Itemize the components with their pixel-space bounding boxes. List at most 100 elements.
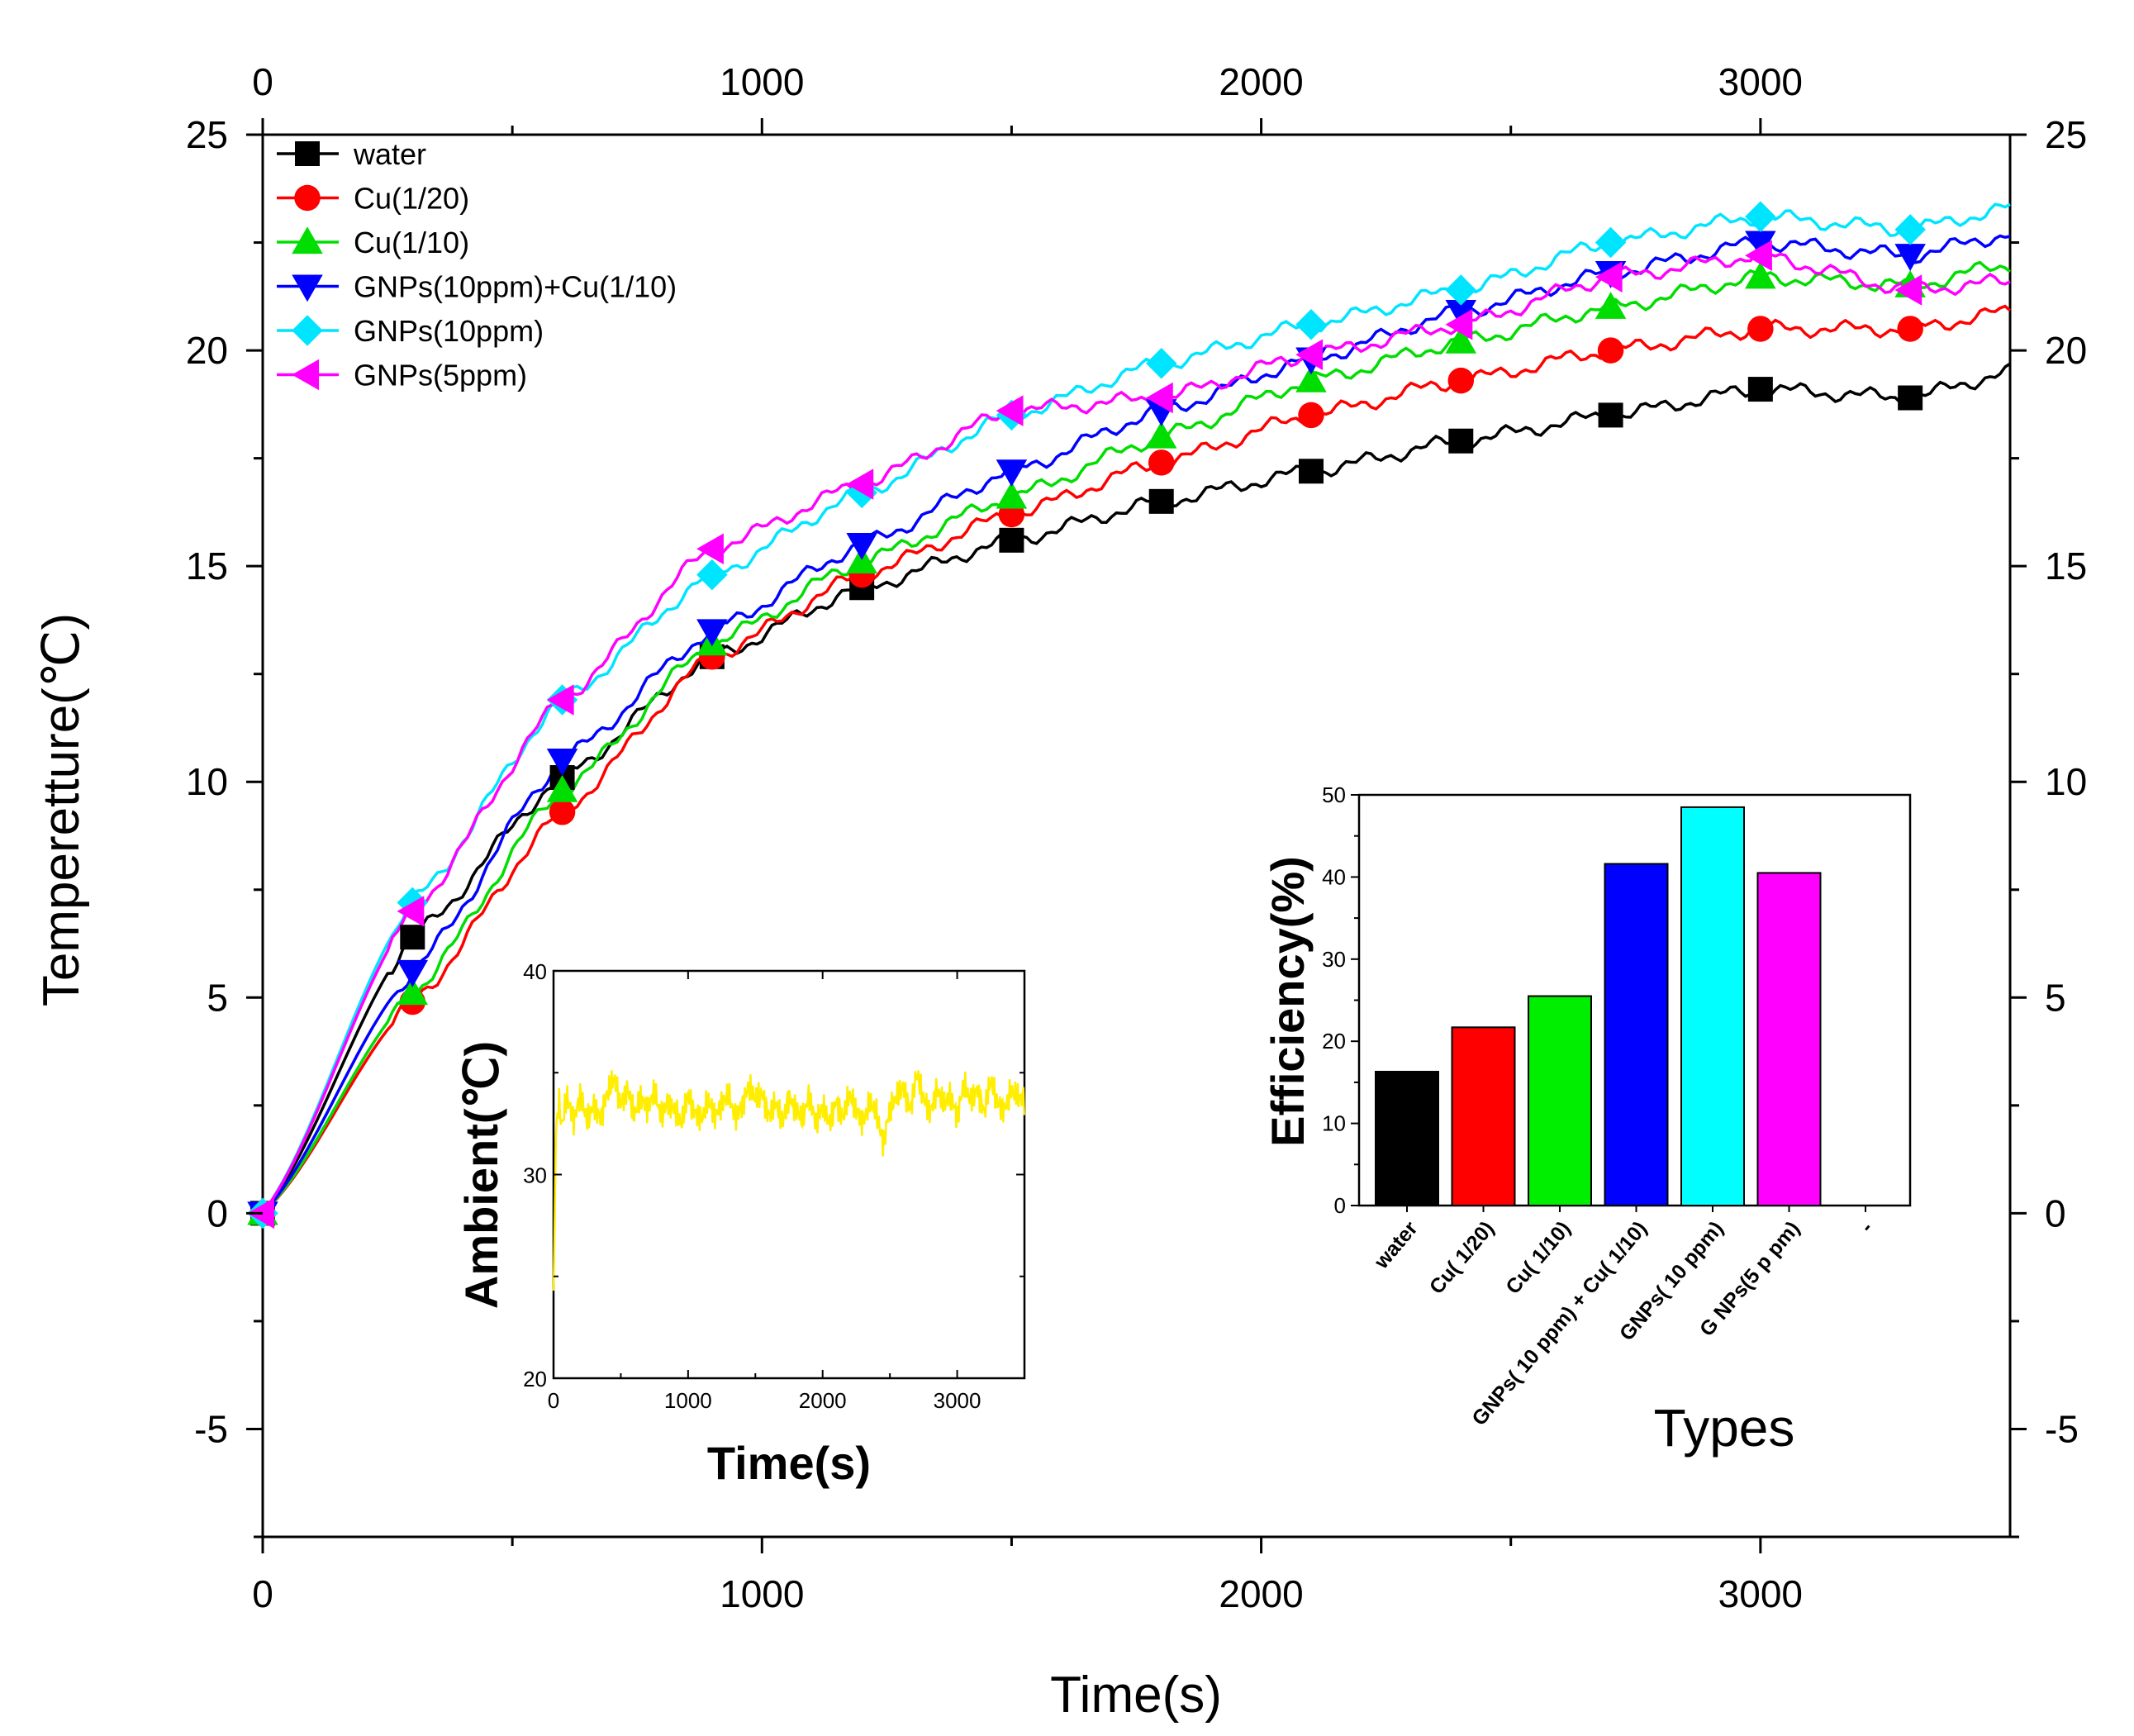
series-marker-gnps-10ppm bbox=[696, 559, 728, 591]
main-plot-frame bbox=[261, 133, 2012, 1539]
ambient-series-group bbox=[552, 1070, 1025, 1291]
main-x-tick-label-bottom: 1000 bbox=[720, 1572, 804, 1615]
main-y-tick-label-left: 10 bbox=[186, 760, 228, 803]
efficiency-bar-cu-1-10 bbox=[1528, 995, 1592, 1207]
series-marker-gnps-10ppm bbox=[1595, 226, 1627, 259]
efficiency-y-tick-label: 30 bbox=[1322, 947, 1346, 972]
legend-marker-gnps-10ppm bbox=[292, 315, 323, 346]
series-marker-water bbox=[1148, 488, 1174, 514]
efficiency-y-tick-label: 50 bbox=[1322, 782, 1346, 807]
efficiency-category-label: Cu( 1/10) bbox=[1501, 1217, 1575, 1299]
main-x-tick-label-top: 3000 bbox=[1718, 60, 1803, 103]
series-marker-gnps-5ppm bbox=[1595, 261, 1623, 293]
legend-marker-cu-1-10 bbox=[292, 226, 323, 254]
efficiency-y-tick-label: 0 bbox=[1334, 1193, 1346, 1218]
main-x-tick-label-top: 0 bbox=[252, 60, 273, 103]
main-x-tick-label-bottom: 0 bbox=[252, 1572, 273, 1615]
series-marker-cu-1-20 bbox=[1447, 367, 1475, 394]
legend-label-gnps-10ppm-cu-1-10: GNPs(10ppm)+Cu(1/10) bbox=[354, 270, 677, 304]
series-marker-water bbox=[1448, 428, 1474, 454]
series-marker-cu-1-10 bbox=[996, 481, 1028, 509]
main-y-tick-label-left: 25 bbox=[186, 113, 228, 156]
main-y-tick-label-right: -5 bbox=[2045, 1407, 2079, 1450]
legend-marker-water bbox=[295, 141, 320, 166]
series-marker-gnps-10ppm-cu-1-10 bbox=[996, 459, 1028, 488]
ambient-x-tick-label: 3000 bbox=[934, 1388, 981, 1413]
efficiency-y-axis-title: Efficiency(%) bbox=[1262, 856, 1314, 1147]
main-y-axis-title: Temperetture(℃) bbox=[33, 613, 90, 1006]
ambient-y-tick-label: 20 bbox=[523, 1367, 547, 1391]
ambient-ticks-group: 0 1000 2000 3000 20 30 40 bbox=[523, 959, 1024, 1413]
series-marker-gnps-5ppm bbox=[397, 896, 425, 927]
series-marker-cu-1-20 bbox=[1747, 316, 1774, 342]
legend-label-cu-1-20: Cu(1/20) bbox=[354, 182, 469, 216]
series-marker-water bbox=[1898, 385, 1923, 411]
efficiency-y-tick-label: 20 bbox=[1322, 1029, 1346, 1053]
legend-marker-cu-1-20 bbox=[294, 184, 321, 212]
main-y-tick-label-left: 20 bbox=[186, 329, 228, 372]
series-marker-cu-1-20 bbox=[1897, 316, 1923, 342]
series-marker-gnps-10ppm-cu-1-10 bbox=[1445, 300, 1477, 327]
main-y-tick-label-right: 0 bbox=[2045, 1191, 2066, 1234]
series-marker-gnps-5ppm bbox=[546, 684, 574, 716]
main-series-group bbox=[247, 201, 2012, 1229]
series-marker-gnps-10ppm-cu-1-10 bbox=[397, 959, 429, 987]
legend-label-gnps-5ppm: GNPs(5ppm) bbox=[354, 359, 527, 392]
ambient-x-tick-label: 2000 bbox=[799, 1388, 847, 1413]
legend-label-water: water bbox=[353, 137, 426, 171]
series-marker-cu-1-20 bbox=[1597, 337, 1624, 364]
series-marker-cu-1-10 bbox=[1745, 261, 1776, 289]
main-y-tick-label-left: -5 bbox=[194, 1407, 228, 1450]
main-y-tick-label-right: 20 bbox=[2045, 329, 2087, 372]
series-marker-gnps-10ppm bbox=[1745, 201, 1776, 232]
series-marker-gnps-10ppm bbox=[1894, 214, 1926, 245]
series-marker-gnps-5ppm bbox=[1894, 274, 1923, 306]
series-marker-cu-1-10 bbox=[1595, 292, 1627, 319]
series-marker-water bbox=[999, 527, 1024, 553]
legend-marker-gnps-5ppm bbox=[292, 359, 320, 391]
legend-label-cu-1-10: Cu(1/10) bbox=[354, 226, 469, 259]
efficiency-bar-cu-1-20 bbox=[1451, 1026, 1516, 1206]
series-marker-cu-1-10 bbox=[1445, 326, 1477, 354]
ambient-y-axis-title: Ambient(℃) bbox=[455, 1041, 507, 1309]
series-marker-gnps-10ppm-cu-1-10 bbox=[1894, 244, 1926, 271]
main-y-tick-label-right: 10 bbox=[2045, 760, 2087, 803]
main-x-axis-title: Time(s) bbox=[1050, 1667, 1222, 1724]
series-marker-gnps-5ppm bbox=[1145, 382, 1173, 414]
main-y-tick-label-left: 0 bbox=[207, 1191, 228, 1234]
main-y-tick-label-left: 5 bbox=[207, 976, 228, 1019]
efficiency-bar-water bbox=[1375, 1070, 1439, 1207]
legend-marker-gnps-10ppm-cu-1-10 bbox=[292, 274, 323, 302]
series-marker-gnps-10ppm bbox=[1445, 274, 1477, 306]
series-marker-gnps-5ppm bbox=[846, 468, 874, 500]
main-x-tick-label-top: 2000 bbox=[1219, 60, 1303, 103]
series-marker-cu-1-10 bbox=[397, 977, 429, 1006]
series-marker-cu-1-20 bbox=[1148, 449, 1175, 476]
ambient-x-axis-title: Time(s) bbox=[707, 1437, 871, 1489]
main-y-tick-label-right: 15 bbox=[2045, 545, 2087, 587]
main-y-tick-label-right: 25 bbox=[2045, 113, 2087, 156]
ambient-y-tick-label: 40 bbox=[523, 959, 547, 984]
series-marker-water bbox=[1299, 459, 1324, 484]
main-y-tick-label-right: 5 bbox=[2045, 976, 2066, 1019]
series-marker-gnps-5ppm bbox=[696, 533, 724, 565]
efficiency-category-label: water bbox=[1370, 1217, 1423, 1274]
main-legend: water Cu(1/20) Cu(1/10) GNPs(10ppm)+Cu(1/10… bbox=[277, 137, 677, 392]
ambient-x-tick-label: 0 bbox=[548, 1388, 559, 1413]
main-x-tick-label-bottom: 2000 bbox=[1219, 1572, 1303, 1615]
efficiency-y-tick-label: 10 bbox=[1322, 1111, 1346, 1136]
main-x-tick-label-top: 1000 bbox=[720, 60, 804, 103]
series-marker-gnps-10ppm bbox=[1145, 347, 1177, 379]
efficiency-bar-gnps-10-ppm-cu-1-10 bbox=[1604, 863, 1669, 1206]
efficiency-bars-group bbox=[1375, 806, 1822, 1207]
series-marker-gnps-5ppm bbox=[996, 395, 1024, 426]
efficiency-category-label: Cu( 1/20) bbox=[1425, 1217, 1499, 1299]
series-marker-gnps-10ppm-cu-1-10 bbox=[1745, 231, 1776, 259]
series-marker-gnps-5ppm bbox=[1295, 339, 1324, 371]
ambient-line bbox=[552, 1070, 1025, 1291]
ambient-inset-background bbox=[554, 971, 1024, 1378]
main-x-tick-label-bottom: 3000 bbox=[1718, 1572, 1803, 1615]
